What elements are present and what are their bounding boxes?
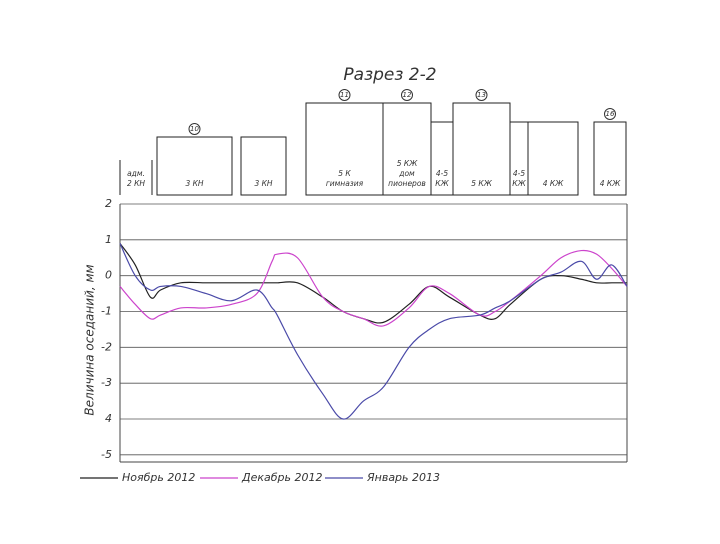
series-line	[119, 243, 628, 420]
legend-label: Январь 2013	[366, 471, 440, 484]
y-axis-label: Величина оседаний, мм	[83, 264, 97, 415]
building-number-circle	[188, 123, 201, 135]
building-label: 4 КЖ	[543, 179, 564, 188]
building-label: 4 КЖ	[600, 179, 621, 188]
building-label: гимназия	[326, 179, 364, 188]
legend-label: Ноябрь 2012	[122, 471, 195, 484]
building-label: КЖ	[435, 179, 449, 188]
building-number-circle	[338, 89, 351, 101]
building-number: 16	[606, 110, 615, 118]
building-label: 2 КН	[127, 179, 145, 188]
y-tick-label: 0	[105, 269, 112, 282]
building-label: 5 КЖ	[397, 159, 418, 168]
series-line	[119, 243, 627, 324]
y-tick-label: -1	[101, 305, 112, 318]
building-label: 4-5	[513, 169, 525, 178]
building-label: 5 К	[338, 169, 351, 178]
series-line	[119, 249, 628, 327]
building-number-circle	[475, 89, 488, 101]
y-tick-label: 2	[105, 197, 112, 210]
building-number-circle	[401, 89, 413, 101]
building	[527, 121, 579, 196]
building-label: 4-5	[436, 169, 448, 178]
building-label: дом	[398, 169, 415, 178]
building-number: 11	[340, 91, 349, 99]
building-number-circle	[604, 108, 616, 120]
building-number: 10	[190, 125, 199, 133]
building	[240, 136, 287, 196]
building-label: 3 КН	[254, 179, 272, 188]
y-tick-label: -3	[101, 376, 112, 389]
legend-label: Декабрь 2012	[241, 471, 323, 484]
y-tick-label: 4	[105, 412, 112, 425]
building-label: 5 КЖ	[471, 179, 492, 188]
building-number: 12	[403, 91, 412, 99]
y-tick-label: -5	[101, 448, 112, 461]
building	[156, 136, 233, 196]
y-tick-label: 1	[105, 233, 112, 246]
building	[593, 121, 627, 196]
building-label: адм.	[127, 169, 145, 178]
building-number: 13	[477, 91, 486, 99]
y-tick-label: -2	[101, 340, 112, 353]
building-label: 3 КН	[185, 179, 203, 188]
building-label: пионеров	[388, 179, 426, 188]
building-label: КЖ	[512, 179, 526, 188]
chart-title: Разрез 2-2	[343, 65, 436, 85]
